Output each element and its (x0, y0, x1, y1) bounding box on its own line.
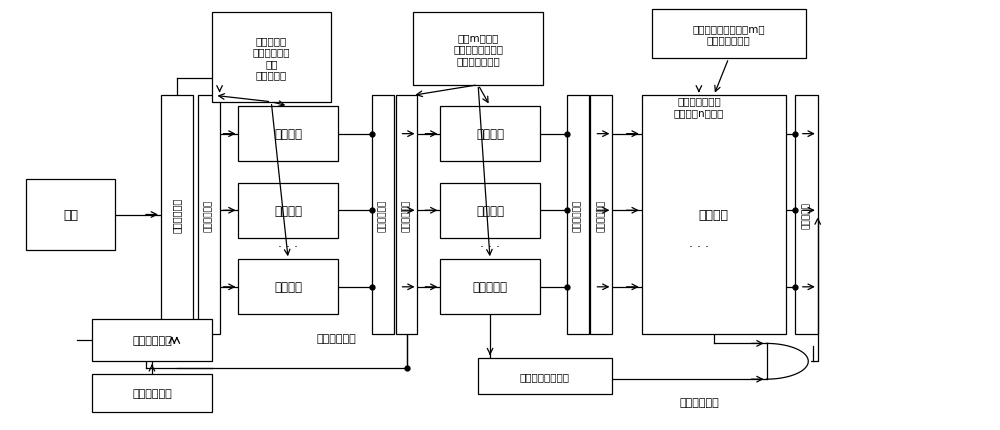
Text: （共m端口）
继承动态指令标识
寄存器控制信息: （共m端口） 继承动态指令标识 寄存器控制信息 (453, 33, 503, 66)
Text: 执行单元: 执行单元 (476, 204, 504, 217)
Bar (372, 96, 394, 334)
Text: 发射口寄存器: 发射口寄存器 (204, 199, 213, 231)
Bar (92, 374, 212, 412)
Bar (440, 107, 540, 162)
Bar (26, 180, 115, 250)
Text: （共端口）
动态指令标识
指令
寄存器地址: （共端口） 动态指令标识 指令 寄存器地址 (253, 36, 290, 80)
Text: 暂停控制信号: 暂停控制信号 (316, 333, 356, 343)
Bar (440, 260, 540, 315)
Bar (478, 358, 612, 394)
Text: 发射口寄存器: 发射口寄存器 (573, 199, 582, 231)
Text: 寄存器文件: 寄存器文件 (802, 202, 811, 228)
Bar (567, 96, 589, 334)
Text: 执行单元: 执行单元 (476, 128, 504, 141)
Text: 写回单元: 写回单元 (699, 209, 729, 221)
Text: 标识分发单元: 标识分发单元 (132, 335, 172, 345)
Text: 发射口寄存器: 发射口寄存器 (597, 199, 606, 231)
Bar (413, 13, 543, 86)
Text: . . .: . . . (689, 236, 709, 249)
Text: 译码单元: 译码单元 (274, 128, 302, 141)
Text: 长执行单元计时器: 长执行单元计时器 (520, 372, 570, 381)
Text: 标识产生单元: 标识产生单元 (132, 388, 172, 398)
Bar (590, 96, 612, 334)
Bar (396, 96, 417, 334)
Text: 长执行单元: 长执行单元 (473, 281, 508, 294)
Text: 指令: 指令 (63, 209, 78, 221)
Bar (795, 96, 818, 334)
Bar (161, 96, 193, 334)
Text: 发射口寄存器: 发射口寄存器 (402, 199, 411, 231)
Bar (440, 183, 540, 238)
Bar (652, 10, 806, 59)
Text: 指令派遣单元: 指令派遣单元 (172, 197, 182, 233)
Bar (212, 13, 331, 102)
Bar (238, 260, 338, 315)
Bar (238, 183, 338, 238)
Bar (238, 107, 338, 162)
Bar (92, 319, 212, 362)
Text: 继承动态指令标识，m个
寄存器控制信息: 继承动态指令标识，m个 寄存器控制信息 (692, 24, 765, 46)
Bar (198, 96, 220, 334)
Bar (642, 96, 786, 334)
Text: 译码单元: 译码单元 (274, 281, 302, 294)
Text: 译码单元: 译码单元 (274, 204, 302, 217)
Text: . . .: . . . (278, 236, 298, 249)
Text: 多端口控制信息
（聚合为n端口）: 多端口控制信息 （聚合为n端口） (674, 96, 724, 117)
Text: 发射口寄存器: 发射口寄存器 (378, 199, 387, 231)
Text: 超时溢出信号: 超时溢出信号 (679, 397, 719, 407)
Text: . . .: . . . (480, 236, 500, 249)
